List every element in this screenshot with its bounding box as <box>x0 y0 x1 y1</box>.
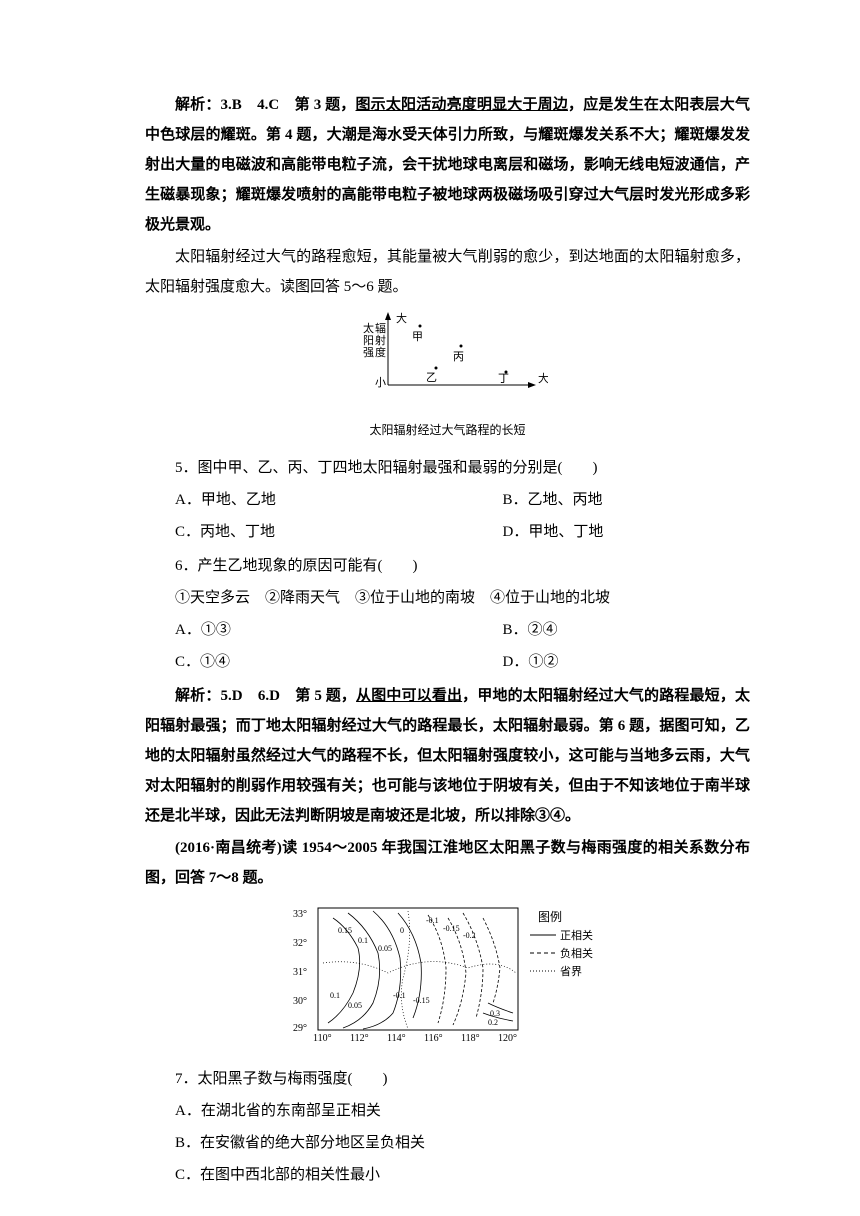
svg-text:-0.2: -0.2 <box>463 931 476 940</box>
svg-text:112°: 112° <box>350 1033 369 1043</box>
map-svg: 33° 32° 31° 30° 29° 110° 112° 114° 116° … <box>288 903 608 1043</box>
q7-b: B．在安徽省的绝大部分地区呈负相关 <box>145 1128 750 1158</box>
svg-text:度: 度 <box>375 345 386 359</box>
chart1-figure: 大 太 阳 辐 射 强 度 小 大 甲 乙 丙 丁 太阳辐射经过大气路程的长短 <box>145 310 750 445</box>
svg-text:30°: 30° <box>293 996 307 1007</box>
svg-text:29°: 29° <box>293 1023 307 1034</box>
q5-c: C．丙地、丁地 <box>175 517 463 547</box>
svg-text:小: 小 <box>375 376 386 389</box>
q6-c: C．①④ <box>175 647 463 677</box>
svg-text:图例: 图例 <box>538 910 562 924</box>
analysis-56-rest: ，甲地的太阳辐射经过大气的路程最短，太阳辐射最强；而丁地太阳辐射经过大气的路程最… <box>145 688 750 824</box>
q6-b: B．②④ <box>463 615 751 645</box>
analysis-56-prefix: 解析：5.D 6.D 第 5 题， <box>175 688 356 704</box>
svg-text:0.1: 0.1 <box>330 991 340 1000</box>
svg-text:太: 太 <box>363 322 374 335</box>
analysis-56: 解析：5.D 6.D 第 5 题，从图中可以看出，甲地的太阳辐射经过大气的路程最… <box>145 681 750 831</box>
svg-text:-0.1: -0.1 <box>393 991 406 1000</box>
svg-text:118°: 118° <box>461 1033 480 1043</box>
svg-text:-0.15: -0.15 <box>443 924 460 933</box>
q5-a: A．甲地、乙地 <box>175 485 463 515</box>
svg-text:强: 强 <box>363 347 374 359</box>
svg-text:乙: 乙 <box>426 371 437 384</box>
q7-c: C．在图中西北部的相关性最小 <box>145 1160 750 1190</box>
q5-d: D．甲地、丁地 <box>463 517 751 547</box>
svg-text:正相关: 正相关 <box>560 928 593 942</box>
svg-text:0.3: 0.3 <box>490 1009 500 1018</box>
svg-text:31°: 31° <box>293 967 307 978</box>
chart1-caption: 太阳辐射经过大气路程的长短 <box>348 418 548 442</box>
analysis-34-underlined: 图示太阳活动亮度明显大于周边 <box>356 97 569 113</box>
svg-text:射: 射 <box>375 333 386 347</box>
analysis-56-underlined: 从图中可以看出 <box>356 688 462 704</box>
analysis-34-rest: ，应是发生在太阳表层大气中色球层的耀斑。第 4 题，大潮是海水受天体引力所致，与… <box>145 97 750 233</box>
svg-text:116°: 116° <box>424 1033 443 1043</box>
svg-text:负相关: 负相关 <box>560 946 593 960</box>
svg-text:-0.1: -0.1 <box>426 916 439 925</box>
q6-items: ①天空多云 ②降雨天气 ③位于山地的南坡 ④位于山地的北坡 <box>145 583 750 613</box>
svg-text:辐: 辐 <box>375 321 386 335</box>
analysis-34-prefix: 解析：3.B 4.C 第 3 题， <box>175 97 356 113</box>
y-top-label: 大 <box>396 311 407 325</box>
svg-text:33°: 33° <box>293 909 307 920</box>
svg-text:114°: 114° <box>387 1033 406 1043</box>
svg-text:阳: 阳 <box>363 334 374 347</box>
svg-text:甲: 甲 <box>412 331 423 343</box>
svg-text:丁: 丁 <box>498 373 509 385</box>
q6-a: A．①③ <box>175 615 463 645</box>
svg-text:0: 0 <box>400 926 404 935</box>
chart1: 大 太 阳 辐 射 强 度 小 大 甲 乙 丙 丁 太阳辐射经过大气路程的长短 <box>348 310 548 405</box>
q5-options: A．甲地、乙地 B．乙地、丙地 C．丙地、丁地 D．甲地、丁地 <box>145 485 750 549</box>
svg-text:0.2: 0.2 <box>488 1018 498 1027</box>
q6-text: 6．产生乙地现象的原因可能有( ) <box>145 551 750 581</box>
svg-text:0.1: 0.1 <box>358 936 368 945</box>
svg-text:0.05: 0.05 <box>378 944 392 953</box>
svg-text:0.05: 0.05 <box>348 1001 362 1010</box>
q7-a: A．在湖北省的东南部呈正相关 <box>145 1096 750 1126</box>
analysis-34: 解析：3.B 4.C 第 3 题，图示太阳活动亮度明显大于周边，应是发生在太阳表… <box>145 90 750 240</box>
map-figure: 33° 32° 31° 30° 29° 110° 112° 114° 116° … <box>145 903 750 1054</box>
q6-options: A．①③ B．②④ C．①④ D．①② <box>145 615 750 679</box>
intro-78-prefix: (2016·南昌统考) <box>175 840 282 856</box>
svg-text:32°: 32° <box>293 938 307 949</box>
intro-78: (2016·南昌统考)读 1954～2005 年我国江淮地区太阳黑子数与梅雨强度… <box>145 833 750 893</box>
svg-text:120°: 120° <box>498 1033 517 1043</box>
svg-text:大: 大 <box>538 371 548 385</box>
intro-56: 太阳辐射经过大气的路程愈短，其能量被大气削弱的愈少，到达地面的太阳辐射愈多，太阳… <box>145 242 750 302</box>
q5-text: 5．图中甲、乙、丙、丁四地太阳辐射最强和最弱的分别是( ) <box>145 453 750 483</box>
svg-text:-0.15: -0.15 <box>413 996 430 1005</box>
svg-text:0.15: 0.15 <box>338 926 352 935</box>
svg-text:省界: 省界 <box>560 965 582 978</box>
svg-text:110°: 110° <box>313 1033 332 1043</box>
q6-d: D．①② <box>463 647 751 677</box>
q5-b: B．乙地、丙地 <box>463 485 751 515</box>
svg-text:丙: 丙 <box>453 351 464 363</box>
q7-text: 7．太阳黑子数与梅雨强度( ) <box>145 1064 750 1094</box>
